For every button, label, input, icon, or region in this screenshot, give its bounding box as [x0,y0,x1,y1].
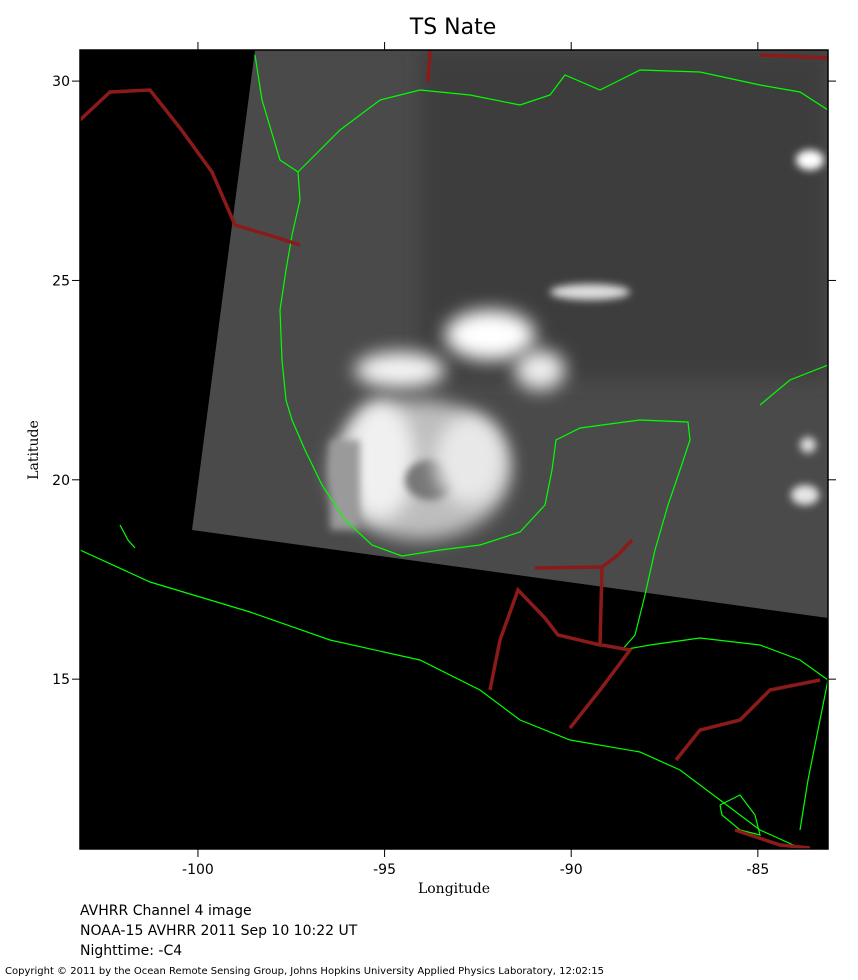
title: TS Nate [409,15,497,40]
x-tick-label: -90 [560,862,583,878]
copyright: Copyright © 2011 by the Ocean Remote Sen… [5,966,604,977]
y-tick-label: 15 [52,672,70,688]
y-tick-label: 30 [52,74,70,90]
y-axis-label: Latitude [26,420,42,480]
y-tick-label: 25 [52,273,70,289]
map-frame [79,49,829,850]
x-tick-label: -85 [746,862,769,878]
satellite-image [80,50,828,849]
x-tick-label: -95 [373,862,396,878]
borders [80,50,828,849]
x-tick-label: -100 [182,862,214,878]
caption: Nighttime: -C4 [80,943,182,959]
caption: NOAA-15 AVHRR 2011 Sep 10 10:22 UT [80,923,358,939]
caption: AVHRR Channel 4 image [80,903,252,919]
y-tick-label: 20 [52,473,70,489]
x-axis-label: Longitude [418,881,490,897]
